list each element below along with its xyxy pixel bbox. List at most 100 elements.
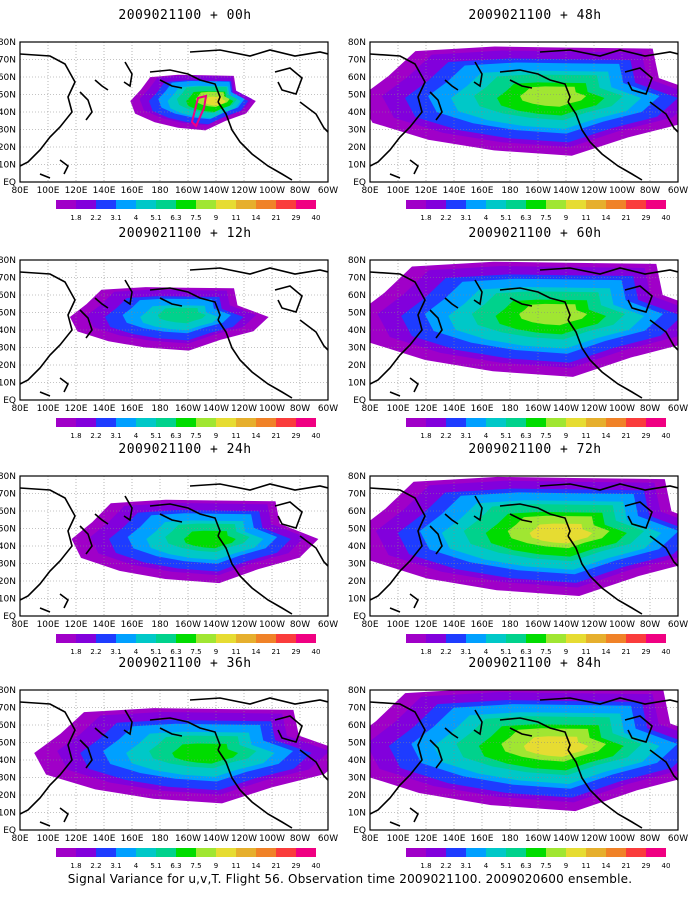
lat-tick-label: 10N (0, 595, 16, 605)
lon-tick-label: 120W (231, 186, 257, 196)
colorbar-label: 29 (642, 214, 651, 222)
plot-frame (19, 41, 329, 183)
coastline (409, 593, 420, 609)
lat-tick-label: 70N (0, 274, 16, 284)
lon-tick-label: 140E (443, 834, 466, 844)
colorbar-swatch (566, 418, 586, 427)
lat-tick-label: 30N (348, 774, 366, 784)
contour-level-6.3 (157, 307, 206, 324)
colorbar-swatch (176, 418, 196, 427)
coastline (79, 91, 93, 121)
contour-level-9 (519, 303, 588, 326)
lon-tick-label: 140W (203, 834, 229, 844)
lat-tick-label: 30N (348, 126, 366, 136)
lon-tick-label: 80E (361, 404, 378, 414)
lon-tick-label: 120E (65, 620, 88, 630)
lat-tick-label: 80N (0, 256, 16, 266)
colorbar-swatch (486, 418, 506, 427)
colorbar-swatch (606, 200, 626, 209)
colorbar-label: 1.8 (70, 648, 81, 656)
panel-title: 2009021100 + 12h (118, 226, 252, 241)
lat-tick-label: 50N (0, 525, 16, 535)
lat-tick-label: 80N (0, 38, 16, 48)
colorbar-swatch (216, 848, 236, 857)
colorbar-swatch (566, 634, 586, 643)
colorbar-label: 1.8 (70, 432, 81, 440)
lon-tick-label: 160E (471, 186, 494, 196)
colorbar-label: 4 (484, 862, 489, 870)
plot-frame (369, 259, 679, 401)
variance-field (370, 46, 678, 156)
coastline (274, 67, 303, 95)
lat-tick-label: 70N (0, 490, 16, 500)
coastline (409, 377, 420, 393)
coastline (299, 101, 328, 133)
colorbar-swatch (136, 634, 156, 643)
colorbar-swatch (296, 200, 316, 209)
lon-tick-label: 80E (11, 834, 28, 844)
lon-tick-label: 120E (415, 404, 438, 414)
colorbar-swatch (406, 200, 426, 209)
lon-tick-label: 100W (259, 186, 285, 196)
coastline (473, 279, 483, 306)
colorbar-label: 11 (582, 648, 591, 656)
colorbar-swatch (486, 634, 506, 643)
colorbar-label: 11 (232, 648, 241, 656)
lat-tick-label: 30N (0, 560, 16, 570)
colorbar: 1.8 2.2 3.1 4 5.1 6.3 7.5 9 11 14 21 29 40 (406, 200, 670, 222)
lon-tick-label: 120W (581, 620, 607, 630)
contour-level-11 (204, 96, 226, 106)
colorbar-swatch (176, 634, 196, 643)
colorbar-label: 40 (662, 432, 671, 440)
colorbar-label: 29 (642, 648, 651, 656)
coastline (59, 593, 70, 609)
colorbar-label: 11 (232, 432, 241, 440)
lon-tick-label: 100W (259, 404, 285, 414)
colorbar-label: 4 (484, 432, 489, 440)
lon-tick-label: 160E (121, 834, 144, 844)
coastlines (370, 697, 678, 829)
coastline (20, 53, 76, 167)
colorbar-label: 1.8 (70, 862, 81, 870)
colorbar-label: 21 (622, 214, 631, 222)
coastline (389, 607, 401, 613)
coastline (274, 715, 303, 743)
coastline (59, 159, 70, 175)
coastline (159, 513, 183, 523)
lat-tick-label: 70N (348, 274, 366, 284)
coastline (509, 79, 533, 89)
colorbar-label: 4 (134, 214, 139, 222)
coastline (499, 287, 571, 321)
colorbar-swatch (236, 634, 256, 643)
coastline (429, 91, 443, 121)
lon-tick-label: 180 (501, 404, 518, 414)
coastline (299, 535, 328, 567)
colorbar-label: 11 (582, 432, 591, 440)
colorbar-swatch (196, 634, 216, 643)
colorbar-swatch (426, 418, 446, 427)
colorbar-swatch (446, 418, 466, 427)
colorbar-swatch (116, 848, 136, 857)
coastline (499, 717, 571, 751)
coastline (567, 749, 643, 829)
colorbar-label: 14 (602, 214, 611, 222)
colorbar-swatch (196, 848, 216, 857)
colorbar-label: 9 (214, 862, 218, 870)
lon-tick-label: 80E (11, 186, 28, 196)
colorbar-swatch (406, 634, 426, 643)
panel-title: 2009021100 + 24h (118, 442, 252, 457)
contour-level-11 (529, 523, 593, 544)
coastline (39, 821, 51, 827)
colorbar-label: 6.3 (520, 214, 531, 222)
lat-tick-label: 60N (348, 291, 366, 301)
lat-tick-label: 30N (0, 126, 16, 136)
lon-tick-label: 160W (175, 404, 201, 414)
colorbar-label: 21 (272, 214, 281, 222)
lat-tick-label: 60N (0, 507, 16, 517)
colorbar-label: 40 (312, 862, 321, 870)
lon-tick-label: 120E (415, 186, 438, 196)
lat-tick-label: 60N (348, 721, 366, 731)
lon-tick-label: 100E (37, 620, 60, 630)
